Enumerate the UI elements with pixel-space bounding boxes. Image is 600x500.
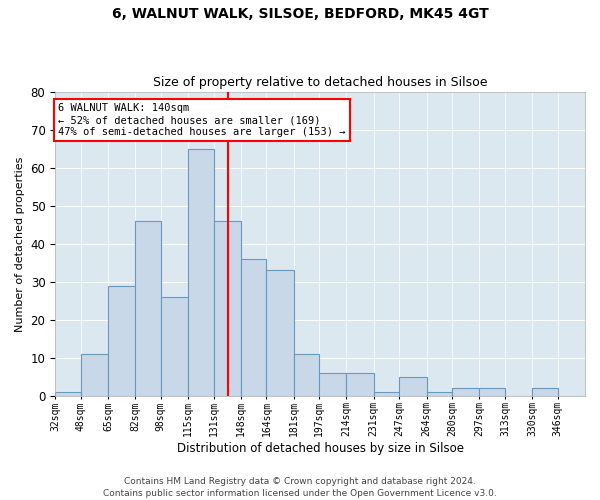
Y-axis label: Number of detached properties: Number of detached properties	[15, 156, 25, 332]
Bar	[214, 221, 241, 396]
Bar	[55, 392, 81, 396]
Bar	[479, 388, 505, 396]
Bar	[188, 149, 214, 396]
Bar	[241, 259, 266, 396]
Bar	[293, 354, 319, 396]
Text: 6 WALNUT WALK: 140sqm
← 52% of detached houses are smaller (169)
47% of semi-det: 6 WALNUT WALK: 140sqm ← 52% of detached …	[58, 104, 346, 136]
Text: 6, WALNUT WALK, SILSOE, BEDFORD, MK45 4GT: 6, WALNUT WALK, SILSOE, BEDFORD, MK45 4G…	[112, 8, 488, 22]
Bar	[161, 297, 188, 396]
Bar	[81, 354, 108, 396]
Bar	[319, 373, 346, 396]
Bar	[108, 286, 135, 396]
Bar	[374, 392, 400, 396]
Bar	[346, 373, 374, 396]
Bar	[532, 388, 558, 396]
Bar	[400, 376, 427, 396]
Bar	[452, 388, 479, 396]
Bar	[135, 221, 161, 396]
Title: Size of property relative to detached houses in Silsoe: Size of property relative to detached ho…	[153, 76, 487, 90]
Bar	[427, 392, 452, 396]
Text: Contains HM Land Registry data © Crown copyright and database right 2024.
Contai: Contains HM Land Registry data © Crown c…	[103, 476, 497, 498]
Bar	[266, 270, 293, 396]
X-axis label: Distribution of detached houses by size in Silsoe: Distribution of detached houses by size …	[176, 442, 464, 455]
